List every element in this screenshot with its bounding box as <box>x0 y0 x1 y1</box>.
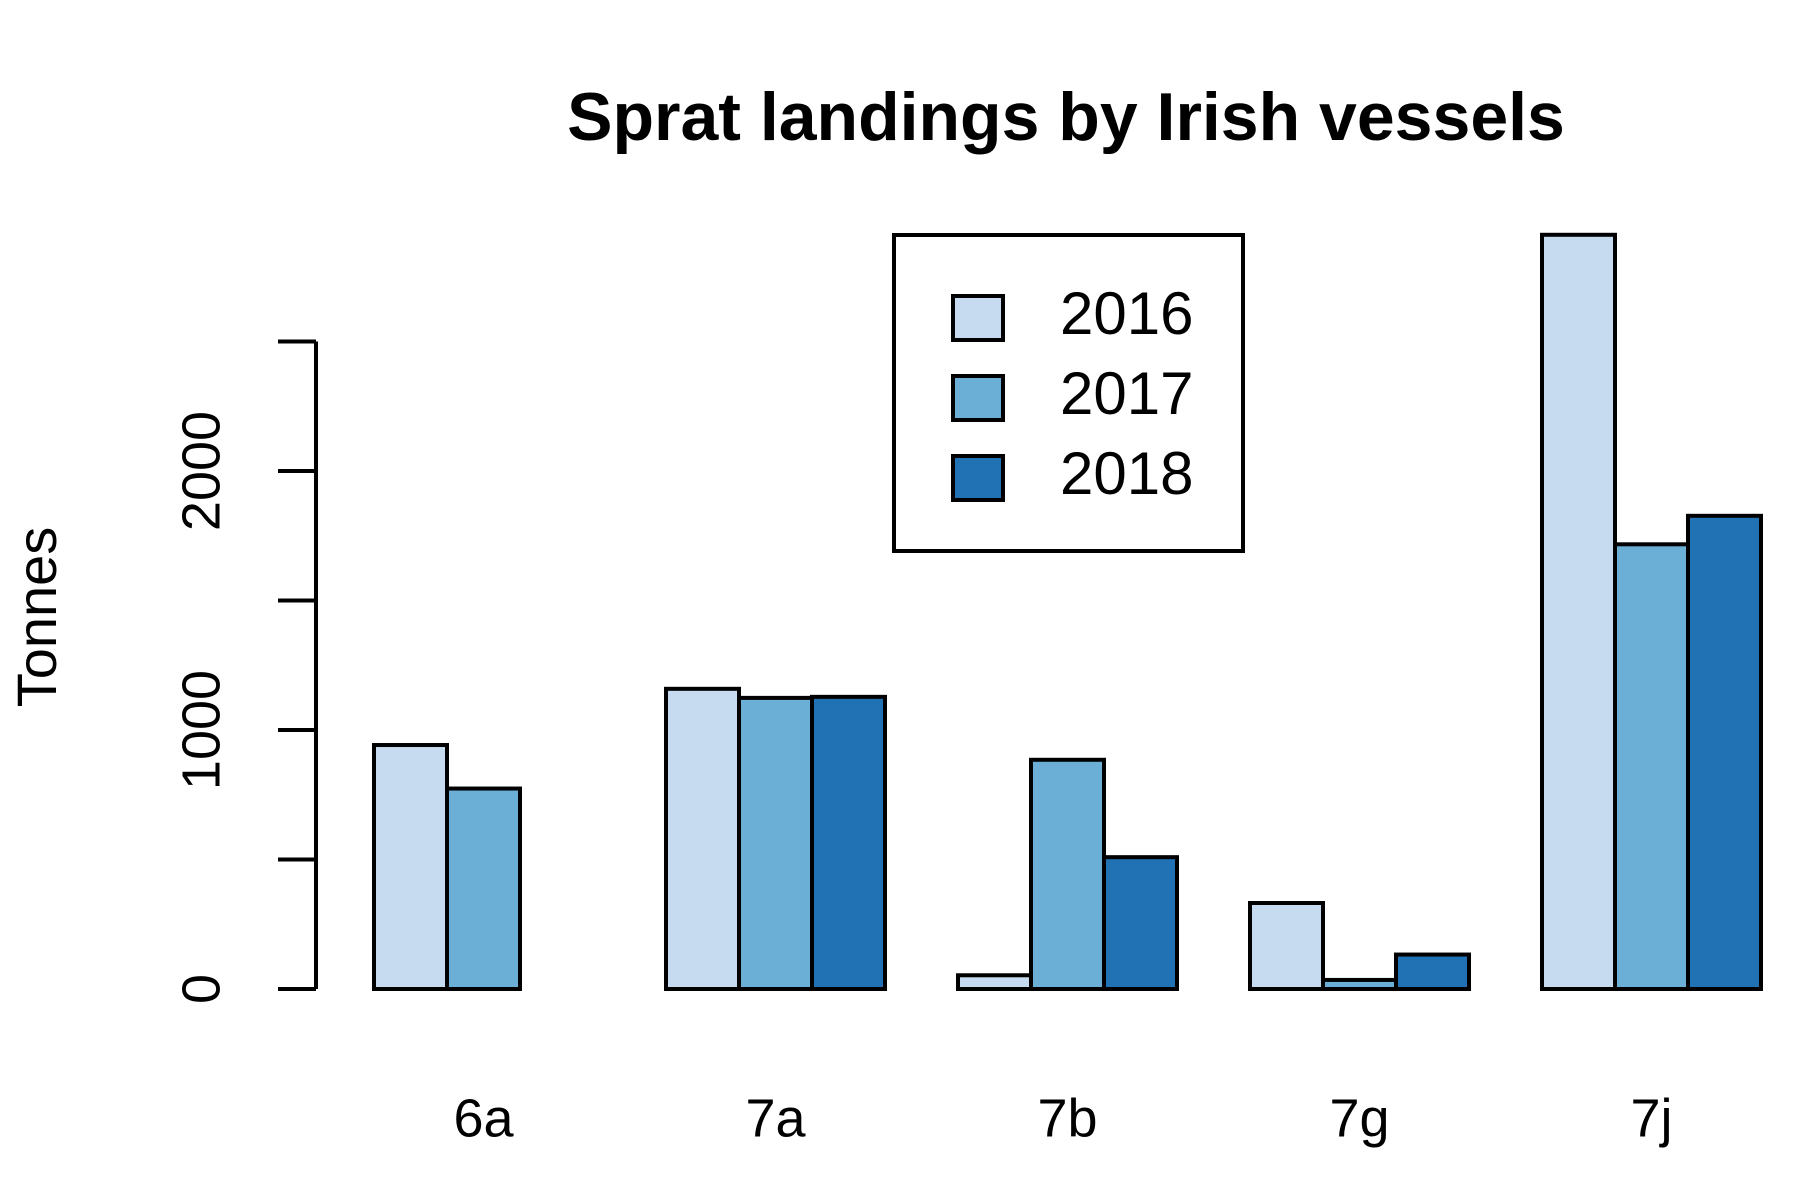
legend-box <box>892 233 1245 553</box>
bar <box>1102 855 1179 991</box>
x-tick-label: 7a <box>745 1088 806 1148</box>
bar <box>1321 977 1398 991</box>
bar <box>1029 757 1106 991</box>
x-tick-label: 7g <box>1329 1088 1389 1148</box>
bar <box>1540 232 1617 992</box>
chart-title: Sprat landings by Irish vessels <box>567 79 1565 155</box>
x-tick-label: 7b <box>1037 1088 1097 1148</box>
y-tick-label: 1000 <box>171 670 231 790</box>
legend-label: 2017 <box>1060 360 1193 427</box>
bar <box>1686 513 1763 991</box>
bar <box>737 695 814 991</box>
bar <box>1394 952 1471 991</box>
bar <box>956 973 1033 992</box>
y-tick-label: 0 <box>171 974 231 1004</box>
bar <box>1613 542 1690 991</box>
y-tick-label: 2000 <box>171 411 231 531</box>
y-axis-label: Tonnes <box>5 527 68 708</box>
bar <box>372 743 449 991</box>
bar <box>810 694 887 992</box>
x-tick-label: 7j <box>1630 1088 1672 1148</box>
bar <box>445 786 522 991</box>
legend-label: 2018 <box>1060 440 1193 507</box>
legend-swatch <box>951 454 1005 502</box>
legend-label: 2016 <box>1060 280 1193 347</box>
bar <box>1248 901 1325 992</box>
x-tick-label: 6a <box>453 1088 514 1148</box>
bar <box>664 686 741 991</box>
legend-swatch <box>951 374 1005 422</box>
legend-swatch <box>951 294 1005 342</box>
